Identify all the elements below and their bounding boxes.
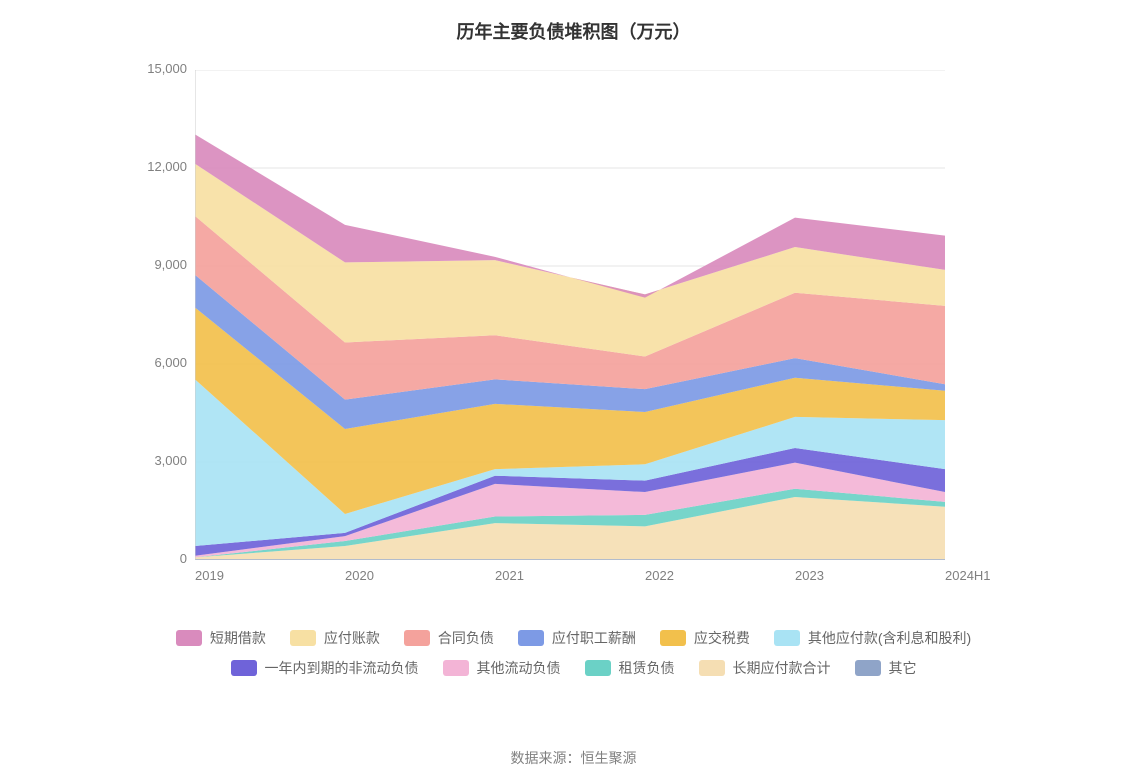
y-tick-label: 9,000 bbox=[154, 257, 187, 272]
legend-swatch bbox=[774, 630, 800, 646]
legend-swatch bbox=[699, 660, 725, 676]
legend-swatch bbox=[585, 660, 611, 676]
legend-item[interactable]: 短期借款 bbox=[176, 628, 266, 648]
y-tick-label: 6,000 bbox=[154, 355, 187, 370]
legend-swatch bbox=[855, 660, 881, 676]
legend-item[interactable]: 合同负债 bbox=[404, 628, 494, 648]
legend-label: 租赁负债 bbox=[619, 658, 675, 678]
legend-item[interactable]: 长期应付款合计 bbox=[699, 658, 831, 678]
legend-swatch bbox=[660, 630, 686, 646]
plot-svg bbox=[195, 70, 945, 560]
legend-item[interactable]: 租赁负债 bbox=[585, 658, 675, 678]
legend-item[interactable]: 应付职工薪酬 bbox=[518, 628, 636, 648]
data-source-label: 数据来源：恒生聚源 bbox=[0, 748, 1147, 768]
y-tick-label: 15,000 bbox=[147, 61, 187, 76]
y-tick-label: 12,000 bbox=[147, 159, 187, 174]
legend-item[interactable]: 其他应付款(含利息和股利) bbox=[774, 628, 971, 648]
x-tick-label: 2024H1 bbox=[945, 568, 991, 583]
legend-label: 其他应付款(含利息和股利) bbox=[808, 628, 971, 648]
legend-swatch bbox=[518, 630, 544, 646]
liability-stacked-chart: 历年主要负债堆积图（万元） 0 3,000 6,000 9,000 12,000 15,0… bbox=[0, 0, 1147, 776]
x-tick-label: 2023 bbox=[795, 568, 824, 583]
legend-item[interactable]: 其它 bbox=[855, 658, 917, 678]
legend-label: 其他流动负债 bbox=[477, 658, 561, 678]
legend-swatch bbox=[290, 630, 316, 646]
legend-item[interactable]: 一年内到期的非流动负债 bbox=[231, 658, 419, 678]
y-tick-label: 0 bbox=[180, 551, 187, 566]
chart-legend: 短期借款 应付账款 合同负债 应付职工薪酬 应交税费 其他应付款(含利息和股利) 一年内到期… bbox=[0, 628, 1147, 678]
x-tick-label: 2020 bbox=[345, 568, 374, 583]
legend-item[interactable]: 应付账款 bbox=[290, 628, 380, 648]
y-tick-label: 3,000 bbox=[154, 453, 187, 468]
x-tick-label: 2019 bbox=[195, 568, 224, 583]
legend-swatch bbox=[443, 660, 469, 676]
legend-swatch bbox=[176, 630, 202, 646]
legend-label: 应付职工薪酬 bbox=[552, 628, 636, 648]
x-tick-label: 2021 bbox=[495, 568, 524, 583]
chart-title: 历年主要负债堆积图（万元） bbox=[0, 0, 1147, 44]
legend-item[interactable]: 其他流动负债 bbox=[443, 658, 561, 678]
legend-label: 应交税费 bbox=[694, 628, 750, 648]
x-tick-label: 2022 bbox=[645, 568, 674, 583]
legend-label: 合同负债 bbox=[438, 628, 494, 648]
legend-label: 其它 bbox=[889, 658, 917, 678]
legend-label: 一年内到期的非流动负债 bbox=[265, 658, 419, 678]
legend-swatch bbox=[231, 660, 257, 676]
legend-swatch bbox=[404, 630, 430, 646]
legend-label: 长期应付款合计 bbox=[733, 658, 831, 678]
legend-label: 短期借款 bbox=[210, 628, 266, 648]
legend-label: 应付账款 bbox=[324, 628, 380, 648]
legend-item[interactable]: 应交税费 bbox=[660, 628, 750, 648]
